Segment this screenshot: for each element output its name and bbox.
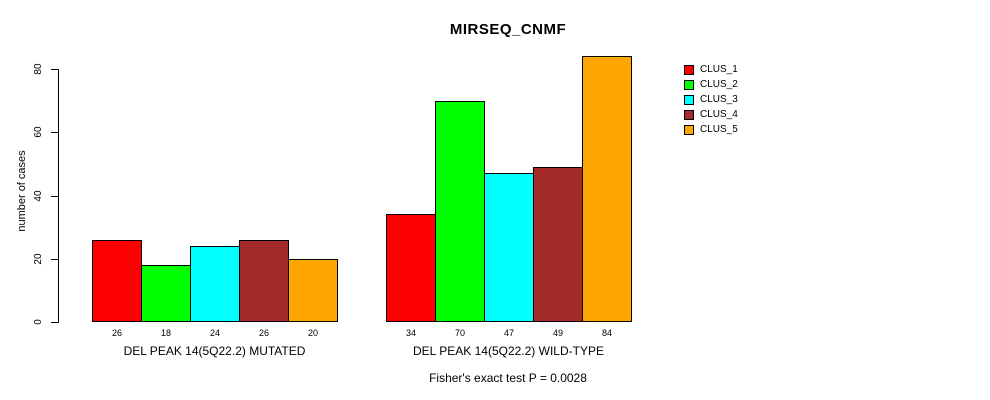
bar-value-label: 20 — [307, 328, 318, 338]
x-axis-group-label: DEL PEAK 14(5Q22.2) WILD-TYPE — [413, 344, 604, 358]
y-axis-tick-label: 60 — [33, 126, 44, 138]
bar-value-label: 84 — [601, 328, 612, 338]
legend-entry-clus_4: CLUS_4 — [684, 107, 738, 122]
legend-entry-clus_3: CLUS_3 — [684, 92, 738, 107]
y-axis-tick-label: 20 — [33, 253, 44, 265]
legend-swatch-clus_4 — [684, 109, 694, 120]
y-axis-tick — [51, 195, 58, 197]
y-axis-tick — [51, 258, 58, 260]
bar-clus_2-group1 — [141, 265, 191, 322]
legend-swatch-clus_2 — [684, 79, 694, 90]
bar-clus_3-group2 — [484, 173, 534, 322]
legend-entry-clus_2: CLUS_2 — [684, 77, 738, 92]
legend-label: CLUS_3 — [700, 94, 738, 105]
y-axis-label: number of cases — [16, 150, 28, 232]
legend-entry-clus_1: CLUS_1 — [684, 62, 738, 77]
bar-clus_3-group1 — [190, 246, 240, 322]
bar-clus_4-group2 — [533, 167, 583, 322]
bar-value-label: 24 — [209, 328, 220, 338]
bar-value-label: 18 — [160, 328, 171, 338]
bar-value-label: 70 — [454, 328, 465, 338]
legend-label: CLUS_5 — [700, 124, 738, 135]
legend: CLUS_1 CLUS_2 CLUS_3 CLUS_4 CLUS_5 — [684, 62, 738, 137]
legend-label: CLUS_4 — [700, 109, 738, 120]
y-axis-tick — [51, 322, 58, 323]
fisher-test-note: Fisher's exact test P = 0.0028 — [429, 371, 587, 385]
legend-label: CLUS_1 — [700, 64, 738, 75]
chart-title: MIRSEQ_CNMF — [449, 21, 567, 38]
bar-clus_1-group1 — [92, 240, 142, 322]
y-axis-line — [58, 69, 59, 323]
bar-clus_5-group2 — [582, 56, 632, 322]
bar-clus_5-group1 — [288, 259, 338, 322]
y-axis-tick — [51, 132, 58, 134]
y-axis-tick — [51, 69, 58, 70]
bar-value-label: 34 — [405, 328, 416, 338]
bar-clus_4-group1 — [239, 240, 289, 322]
x-axis-group-label: DEL PEAK 14(5Q22.2) MUTATED — [123, 344, 306, 358]
bar-value-label: 47 — [503, 328, 514, 338]
legend-entry-clus_5: CLUS_5 — [684, 122, 738, 137]
bar-value-label: 49 — [552, 328, 563, 338]
bar-value-label: 26 — [258, 328, 269, 338]
legend-swatch-clus_5 — [684, 124, 694, 135]
legend-swatch-clus_3 — [684, 94, 694, 105]
legend-swatch-clus_1 — [684, 64, 694, 75]
y-axis-tick-label: 40 — [33, 189, 44, 202]
y-axis-tick-label: 0 — [33, 319, 44, 325]
bar-clus_1-group2 — [386, 214, 436, 322]
bar-clus_2-group2 — [435, 101, 485, 322]
bar-value-label: 26 — [111, 328, 122, 338]
y-axis-tick-label: 80 — [33, 63, 44, 75]
legend-label: CLUS_2 — [700, 79, 738, 90]
